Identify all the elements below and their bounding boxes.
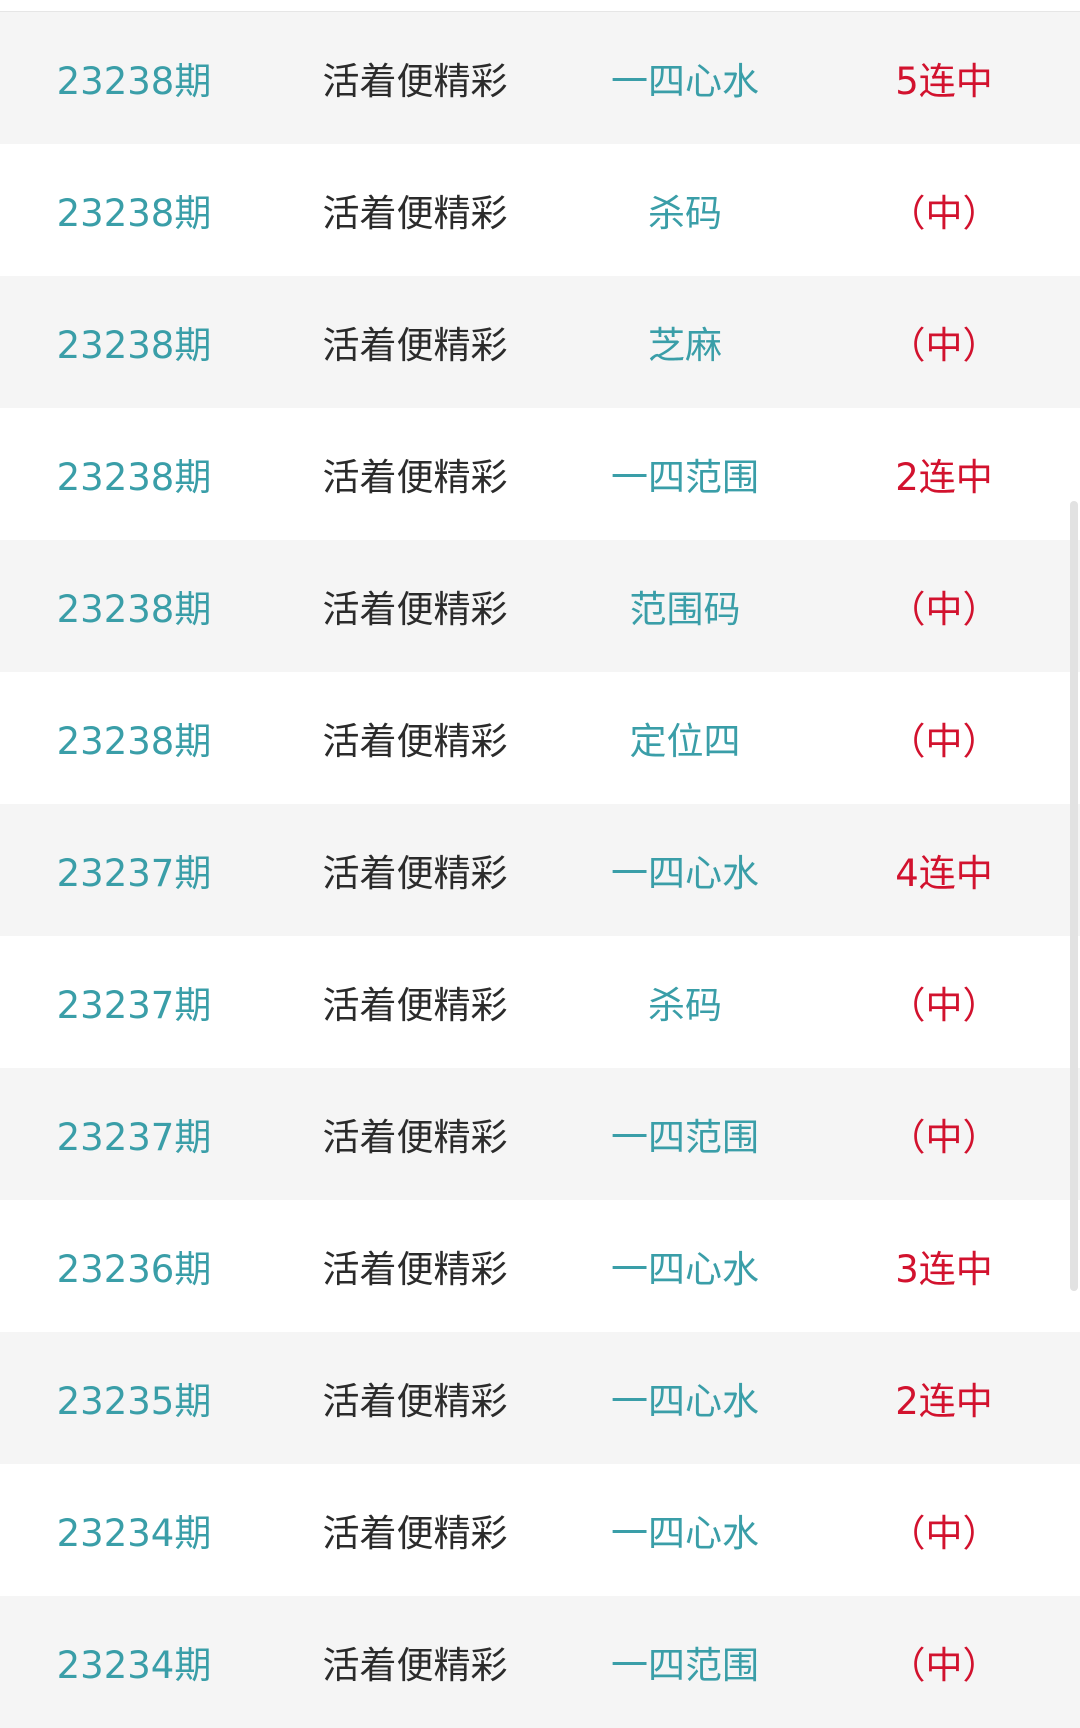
author-name: 活着便精彩	[322, 852, 508, 895]
issue-number: 23238期	[56, 720, 212, 763]
list-item[interactable]: 23236期 活着便精彩 一四心水 3连中	[0, 1200, 1080, 1332]
list-item[interactable]: 23238期 活着便精彩 芝麻 （中）	[0, 276, 1080, 408]
result-status: （中）	[888, 984, 1000, 1027]
prediction-type: 一四范围	[611, 1644, 759, 1687]
issue-number: 23234期	[56, 1644, 212, 1687]
list-item[interactable]: 23238期 活着便精彩 一四心水 5连中	[0, 12, 1080, 144]
prediction-type: 范围码	[629, 588, 741, 631]
issue-number: 23238期	[56, 60, 212, 103]
prediction-type: 一四心水	[611, 1512, 759, 1555]
prediction-type: 一四心水	[611, 60, 759, 103]
author-name: 活着便精彩	[322, 1512, 508, 1555]
prediction-type: 芝麻	[648, 324, 722, 367]
list-item[interactable]: 23238期 活着便精彩 定位四 （中）	[0, 672, 1080, 804]
prediction-type: 一四范围	[611, 1116, 759, 1159]
author-name: 活着便精彩	[322, 984, 508, 1027]
result-status: 3连中	[895, 1248, 993, 1291]
issue-number: 23236期	[56, 1248, 212, 1291]
prediction-type: 一四心水	[611, 852, 759, 895]
list-item[interactable]: 23234期 活着便精彩 一四心水 （中）	[0, 1464, 1080, 1596]
author-name: 活着便精彩	[322, 1116, 508, 1159]
result-status: （中）	[888, 588, 1000, 631]
result-status: （中）	[888, 324, 1000, 367]
list-item[interactable]: 23237期 活着便精彩 杀码 （中）	[0, 936, 1080, 1068]
issue-number: 23238期	[56, 324, 212, 367]
top-divider	[0, 0, 1080, 12]
result-status: 2连中	[895, 456, 993, 499]
issue-number: 23237期	[56, 1116, 212, 1159]
author-name: 活着便精彩	[322, 1380, 508, 1423]
prediction-type: 一四范围	[611, 456, 759, 499]
prediction-type: 定位四	[629, 720, 741, 763]
result-status: （中）	[888, 1644, 1000, 1687]
issue-number: 23237期	[56, 852, 212, 895]
list-item[interactable]: 23238期 活着便精彩 一四范围 2连中	[0, 408, 1080, 540]
issue-number: 23238期	[56, 192, 212, 235]
prediction-type: 杀码	[648, 984, 722, 1027]
issue-number: 23238期	[56, 588, 212, 631]
list-item[interactable]: 23234期 活着便精彩 一四范围 （中）	[0, 1596, 1080, 1728]
prediction-type: 一四心水	[611, 1380, 759, 1423]
author-name: 活着便精彩	[322, 1644, 508, 1687]
prediction-type: 杀码	[648, 192, 722, 235]
list-item[interactable]: 23238期 活着便精彩 杀码 （中）	[0, 144, 1080, 276]
result-status: 2连中	[895, 1380, 993, 1423]
author-name: 活着便精彩	[322, 588, 508, 631]
result-status: （中）	[888, 720, 1000, 763]
author-name: 活着便精彩	[322, 720, 508, 763]
record-list: 23238期 活着便精彩 一四心水 5连中 23238期 活着便精彩 杀码 （中） 23238期…	[0, 12, 1080, 1728]
list-item[interactable]: 23237期 活着便精彩 一四心水 4连中	[0, 804, 1080, 936]
scrollbar[interactable]	[1070, 501, 1078, 1291]
issue-number: 23237期	[56, 984, 212, 1027]
prediction-type: 一四心水	[611, 1248, 759, 1291]
result-status: （中）	[888, 192, 1000, 235]
author-name: 活着便精彩	[322, 324, 508, 367]
issue-number: 23234期	[56, 1512, 212, 1555]
author-name: 活着便精彩	[322, 60, 508, 103]
author-name: 活着便精彩	[322, 192, 508, 235]
list-item[interactable]: 23235期 活着便精彩 一四心水 2连中	[0, 1332, 1080, 1464]
list-item[interactable]: 23237期 活着便精彩 一四范围 （中）	[0, 1068, 1080, 1200]
issue-number: 23238期	[56, 456, 212, 499]
result-status: 4连中	[895, 852, 993, 895]
author-name: 活着便精彩	[322, 456, 508, 499]
result-status: （中）	[888, 1512, 1000, 1555]
result-status: 5连中	[895, 60, 993, 103]
result-status: （中）	[888, 1116, 1000, 1159]
author-name: 活着便精彩	[322, 1248, 508, 1291]
list-item[interactable]: 23238期 活着便精彩 范围码 （中）	[0, 540, 1080, 672]
issue-number: 23235期	[56, 1380, 212, 1423]
